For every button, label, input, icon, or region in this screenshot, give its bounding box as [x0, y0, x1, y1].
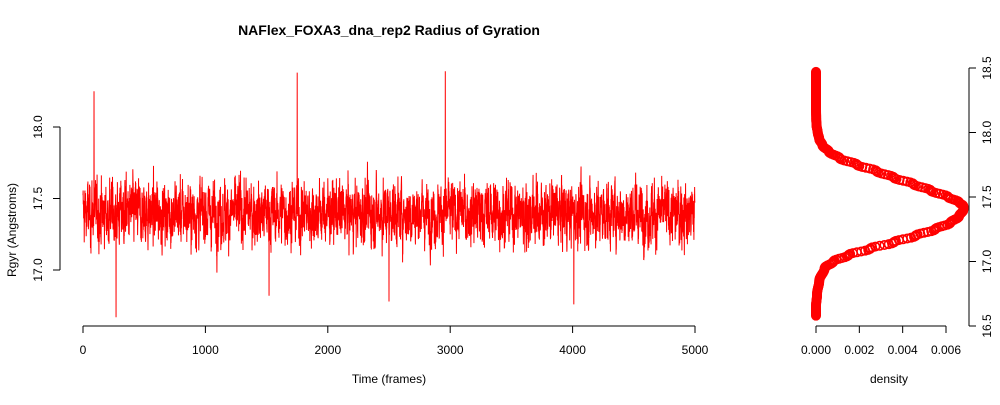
density-plot [810, 66, 969, 321]
density-y-tick-label: 17.0 [980, 249, 994, 273]
density-x-ticks: 0.000 0.002 0.004 0.006 [801, 326, 961, 357]
density-y-tick-label: 18.5 [980, 56, 994, 80]
y-tick-label: 18.0 [31, 115, 45, 139]
density-x-tick-label: 0.002 [844, 343, 874, 357]
density-y-tick-label: 18.0 [980, 120, 994, 144]
x-tick-label: 5000 [682, 343, 709, 357]
y-tick-label: 17.0 [31, 258, 45, 282]
density-y-tick-label: 16.5 [980, 314, 994, 338]
density-point [898, 175, 909, 186]
x-tick-label: 1000 [192, 343, 219, 357]
density-point [918, 227, 929, 238]
main-x-ticks: 0 1000 2000 3000 4000 5000 [80, 326, 709, 357]
density-x-tick-label: 0.006 [931, 343, 961, 357]
y-tick-label: 17.5 [31, 186, 45, 210]
x-tick-label: 3000 [437, 343, 464, 357]
density-y-ticks: 16.5 17.0 17.5 18.0 18.5 [969, 56, 994, 338]
chart-title: NAFlex_FOXA3_dna_rep2 Radius of Gyration [238, 22, 540, 38]
rgyr-series-line [82, 71, 696, 318]
density-x-axis-label: density [870, 372, 908, 386]
density-y-tick-label: 17.5 [980, 185, 994, 209]
density-x-tick-label: 0.004 [888, 343, 918, 357]
x-tick-label: 4000 [559, 343, 586, 357]
x-tick-label: 2000 [314, 343, 341, 357]
y-axis-label: Rgyr (Angstroms) [5, 183, 19, 277]
main-plot [82, 71, 696, 318]
x-tick-label: 0 [80, 343, 87, 357]
density-point [870, 241, 881, 252]
density-x-tick-label: 0.000 [801, 343, 831, 357]
density-point [856, 246, 867, 257]
x-axis-label: Time (frames) [352, 372, 426, 386]
density-point [874, 240, 885, 251]
density-point [810, 66, 821, 77]
main-y-ticks: 17.0 17.5 18.0 [31, 115, 60, 282]
